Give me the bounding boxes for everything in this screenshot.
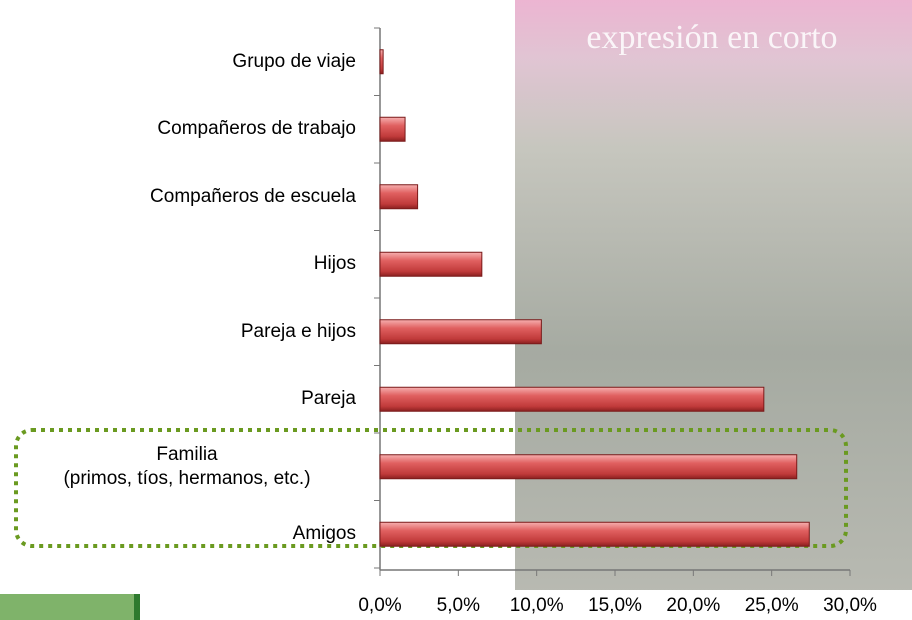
decor-bar xyxy=(0,594,140,620)
y-tick-label: Grupo de viaje xyxy=(0,50,356,74)
y-tick-label: Pareja e hijos xyxy=(0,320,356,344)
y-tick-label: Compañeros de trabajo xyxy=(0,117,356,141)
page: expresión en corto 0,0% 5,0% 10,0% 15,0% 20,… xyxy=(0,0,912,620)
bar xyxy=(380,522,809,546)
y-tick-label: Compañeros de escuela xyxy=(0,185,356,209)
background-photo xyxy=(515,0,912,590)
bar xyxy=(380,252,482,276)
bar xyxy=(380,117,405,141)
x-tick-label: 5,0% xyxy=(437,595,480,616)
bar xyxy=(380,455,797,479)
y-tick-label: Hijos xyxy=(0,252,356,276)
watermark: expresión en corto xyxy=(586,19,837,56)
bar xyxy=(380,387,764,411)
x-tick-label: 20,0% xyxy=(666,595,720,616)
bar xyxy=(380,320,541,344)
x-tick-label: 15,0% xyxy=(588,595,642,616)
y-tick-label: Amigos xyxy=(0,522,356,546)
x-tick-label: 0,0% xyxy=(358,595,401,616)
x-tick-label: 25,0% xyxy=(745,595,799,616)
y-tick-label: Pareja xyxy=(0,387,356,411)
decor-bar-edge xyxy=(134,594,140,620)
x-tick-label: 10,0% xyxy=(510,595,564,616)
x-tick-label: 30,0% xyxy=(823,595,877,616)
bar xyxy=(380,50,383,74)
y-tick-label: Familia (primos, tíos, hermanos, etc.) xyxy=(12,443,362,491)
bar xyxy=(380,185,418,209)
